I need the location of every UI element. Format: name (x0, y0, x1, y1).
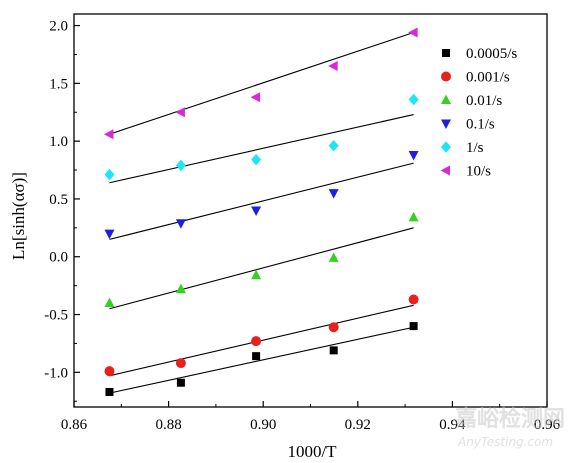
data-point (408, 151, 419, 161)
data-point (252, 352, 261, 361)
data-point (251, 269, 262, 280)
x-axis-label: 1000/T (287, 442, 337, 461)
data-point (104, 229, 115, 240)
legend-marker (442, 49, 450, 57)
data-point (408, 211, 419, 222)
data-point (105, 387, 114, 396)
legend-label: 0.0005/s (466, 46, 517, 62)
fit-line-4 (109, 114, 414, 184)
y-tick-label: -0.5 (44, 308, 68, 324)
data-point (251, 336, 262, 347)
y-tick-label: 0.0 (49, 250, 68, 266)
legend-marker (440, 165, 450, 176)
y-tick-label: 2.0 (49, 19, 68, 35)
data-point (104, 168, 115, 181)
data-point (250, 92, 261, 103)
fit-line-2 (109, 227, 414, 310)
legend-marker (441, 119, 451, 129)
data-point (408, 27, 418, 38)
data-point (409, 322, 418, 331)
data-point (103, 129, 114, 140)
fit-lines (109, 31, 414, 394)
fit-line-0 (109, 326, 414, 394)
legend-label: 10/s (466, 164, 491, 180)
legend-label: 1/s (466, 140, 484, 156)
x-tick-label: 0.94 (439, 417, 466, 433)
y-tick-label: -1.0 (44, 365, 68, 381)
data-point (329, 346, 338, 355)
data-point (176, 378, 185, 387)
axis-ticks: 0.86 0.88 0.90 0.92 0.94 0.96 -1.0 -0.5 0.0 0.5 1.… (44, 19, 560, 433)
legend-marker (441, 141, 451, 153)
data-point (328, 140, 339, 152)
x-tick-label: 0.92 (345, 417, 371, 433)
data-point (251, 153, 262, 166)
data-point (408, 294, 419, 305)
x-tick-label: 0.88 (155, 417, 181, 433)
data-point (104, 366, 115, 377)
data-point (175, 283, 186, 294)
data-point (328, 189, 339, 199)
legend-marker (441, 94, 451, 104)
data-points (103, 27, 419, 396)
legend-label: 0.1/s (466, 117, 495, 133)
x-tick-label: 0.96 (534, 417, 561, 433)
data-point (328, 322, 339, 333)
data-point (104, 297, 115, 307)
fit-line-3 (109, 162, 414, 240)
data-point (328, 61, 338, 72)
data-point (408, 93, 419, 106)
y-axis-label: Ln[sinh(ασ)] (9, 172, 28, 260)
data-point (175, 358, 186, 369)
y-tick-label: 1.5 (49, 76, 68, 92)
watermark: 嘉峪检测网 AnyTesting.com (455, 406, 565, 449)
legend-label: 0.001/s (466, 70, 510, 86)
data-point (175, 219, 186, 229)
watermark-cn: 嘉峪检测网 (455, 406, 565, 432)
watermark-en: AnyTesting.com (457, 435, 553, 449)
legend: 0.0005/s 0.001/s 0.01/s 0.1/s 1/s 10/s (440, 46, 517, 180)
data-point (251, 206, 262, 216)
legend-marker (441, 71, 451, 82)
x-tick-label: 0.86 (61, 417, 88, 433)
y-tick-label: 0.5 (49, 192, 68, 208)
fit-line-1 (109, 304, 414, 377)
y-tick-label: 1.0 (49, 134, 68, 150)
x-tick-label: 0.90 (250, 417, 276, 433)
data-point (175, 107, 185, 118)
data-point (175, 159, 186, 172)
fit-line-5 (109, 31, 414, 135)
data-point (328, 252, 339, 262)
legend-label: 0.01/s (466, 93, 502, 109)
